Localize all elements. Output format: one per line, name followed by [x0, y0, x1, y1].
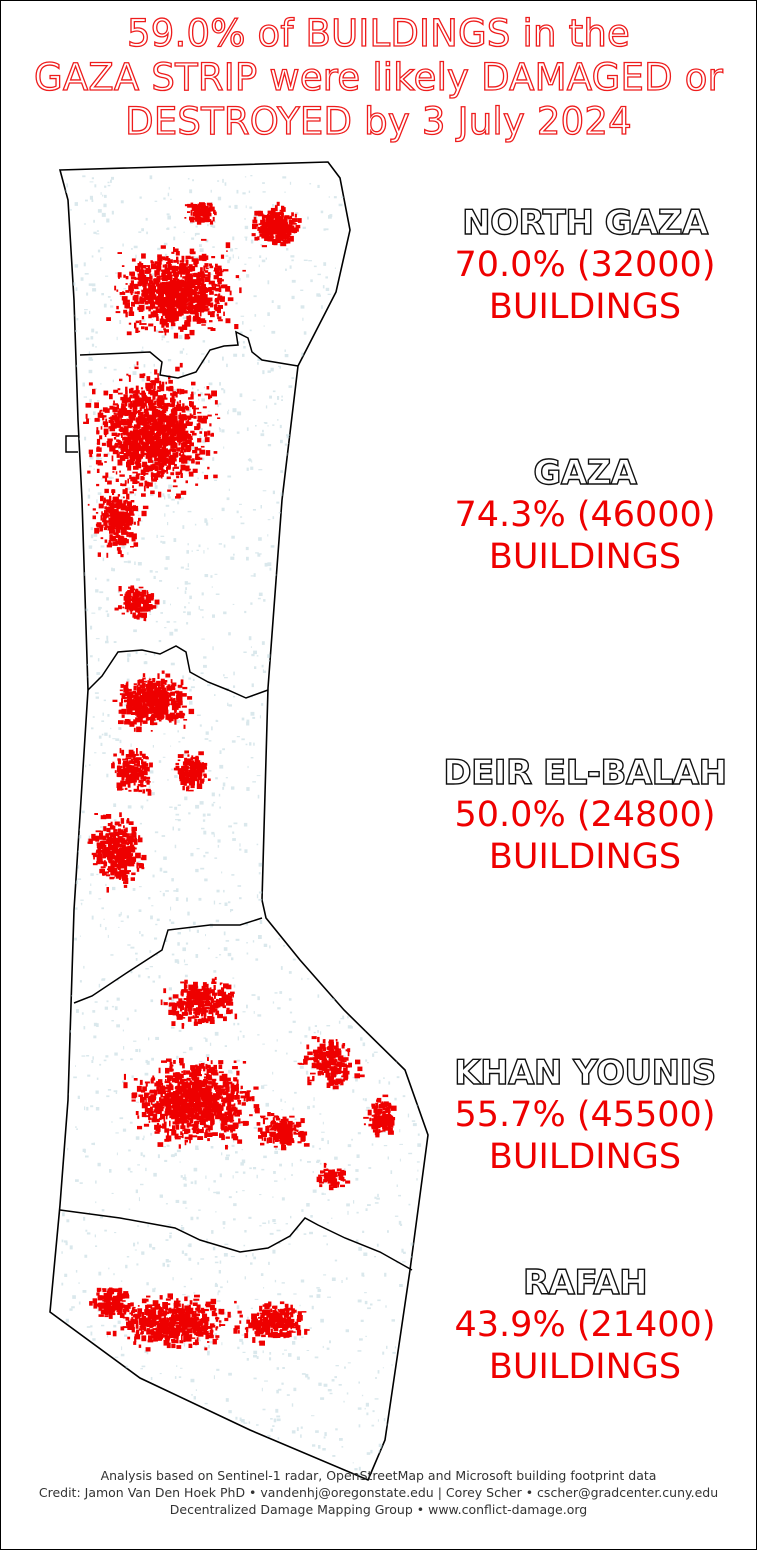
- region-stat: 70.0% (32000): [454, 245, 716, 285]
- footer-credit: Credit: Jamon Van Den Hoek PhD • vandenh…: [38, 1485, 719, 1500]
- border-gaza-deir: [87, 645, 269, 699]
- credits-footer: Analysis based on Sentinel-1 radar, Open…: [0, 1467, 757, 1518]
- region-name: DEIR EL-BALAH: [443, 752, 728, 793]
- border-north-gaza: [79, 330, 299, 379]
- footer-analysis-note: Analysis based on Sentinel-1 radar, Open…: [100, 1468, 657, 1483]
- region-rafah: RAFAH 43.9% (21400) BUILDINGS: [430, 1262, 740, 1388]
- governorate-borders: [59, 330, 413, 1271]
- title-line-3: DESTROYED by 3 July 2024: [124, 99, 632, 143]
- region-deir-el-balah: DEIR EL-BALAH 50.0% (24800) BUILDINGS: [430, 752, 740, 878]
- infographic-title: 59.0% of BUILDINGS in the GAZA STRIP wer…: [0, 11, 757, 144]
- region-north-gaza: NORTH GAZA 70.0% (32000) BUILDINGS: [430, 202, 740, 328]
- title-line-2: GAZA STRIP were likely DAMAGED or: [33, 55, 723, 99]
- coastal-notch: [65, 435, 78, 453]
- border-khan-rafah: [59, 1209, 413, 1271]
- region-name: NORTH GAZA: [461, 202, 709, 243]
- region-gaza: GAZA 74.3% (46000) BUILDINGS: [430, 452, 740, 578]
- region-unit: BUILDINGS: [488, 837, 682, 877]
- region-khan-younis: KHAN YOUNIS 55.7% (45500) BUILDINGS: [430, 1052, 740, 1178]
- region-stat: 55.7% (45500): [454, 1095, 716, 1135]
- region-name: KHAN YOUNIS: [454, 1052, 717, 1093]
- region-name: GAZA: [533, 452, 638, 493]
- border-deir-khan: [73, 917, 263, 1004]
- region-unit: BUILDINGS: [488, 1137, 682, 1177]
- region-unit: BUILDINGS: [488, 1347, 682, 1387]
- region-unit: BUILDINGS: [488, 287, 682, 327]
- strip-outline: [49, 161, 429, 1482]
- footer-group: Decentralized Damage Mapping Group • www…: [169, 1502, 588, 1517]
- region-unit: BUILDINGS: [488, 537, 682, 577]
- region-stat: 43.9% (21400): [454, 1305, 716, 1345]
- region-stat: 50.0% (24800): [454, 795, 716, 835]
- region-stat: 74.3% (46000): [454, 495, 716, 535]
- damaged-buildings: [83, 201, 397, 1352]
- region-name: RAFAH: [522, 1262, 648, 1303]
- title-line-1: 59.0% of BUILDINGS in the: [126, 11, 630, 55]
